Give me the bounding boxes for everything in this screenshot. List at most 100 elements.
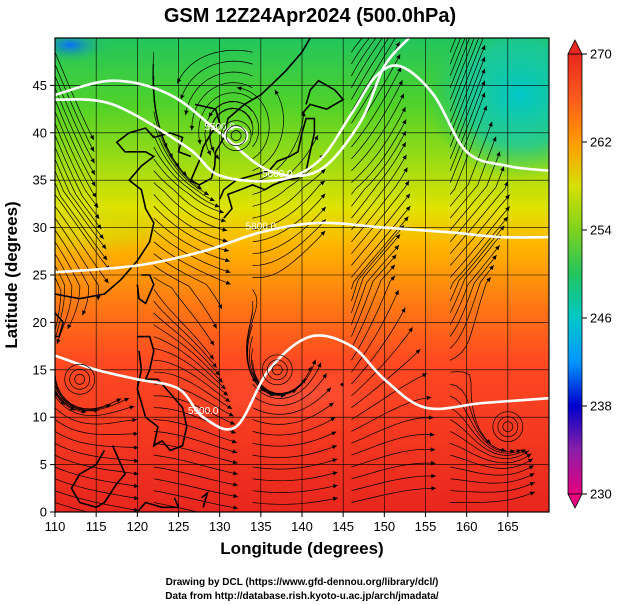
vortex-ring [220,120,252,151]
streamline-arrow [96,224,102,230]
x-axis-label: Longitude (degrees) [220,539,383,558]
streamline-arrow [105,404,111,409]
streamline [153,194,228,242]
streamline-arrow [401,142,406,148]
streamline [55,123,99,209]
streamline [351,106,406,183]
streamline-arrow [320,193,326,199]
coastline [70,445,126,509]
streamline-arrow [399,0,403,3]
streamline [252,387,332,415]
streamline-arrow [90,158,95,164]
streamline-arrow [483,105,488,111]
colorbar-body [567,53,583,495]
streamline-arrow [317,362,322,368]
streamline-arrow [431,486,436,491]
vortex-ring [266,359,288,381]
streamline [351,244,400,325]
streamline-arrow [237,86,242,91]
colorbar-tick-label: 246 [590,311,612,326]
streamline [450,454,534,469]
streamline [351,205,411,278]
streamline [449,56,486,148]
y-tick-label: 5 [40,457,47,472]
streamline-arrow [93,202,99,208]
streamline [351,275,396,361]
streamline [449,254,497,337]
streamline [55,277,62,333]
streamline-arrow [482,0,486,3]
streamline-arrow [301,378,306,384]
streamline-arrow [203,190,209,196]
streamline-arrow [396,30,400,35]
streamline-arrow [50,354,54,359]
streamline-arrow [93,408,99,413]
streamline [153,241,231,285]
streamline [351,66,402,148]
streamline-arrow [510,449,515,454]
streamline-arrow [404,180,409,186]
streamline-arrow [163,143,168,149]
streamline-arrow [481,80,486,86]
vortex-ring [271,364,283,376]
x-tick-label: 165 [497,519,519,534]
colorbar-tick-label: 262 [590,135,612,150]
streamline [153,359,231,403]
streamline-arrow [401,307,406,313]
streamline-arrow [280,393,286,398]
streamline-arrow [269,392,275,397]
coastline [136,335,188,452]
streamline-arrow [225,280,231,285]
streamline [153,146,220,208]
streamline [252,230,326,278]
streamline [351,225,405,302]
streamline [204,101,253,156]
streamline-arrow [408,327,413,333]
streamline [449,264,494,349]
streamline-arrow [395,41,400,47]
streamline-arrow [391,254,397,260]
streamline-arrow [217,304,222,310]
streamline [55,63,95,152]
streamline-arrow [102,255,108,261]
streamline [449,206,510,278]
streamline [351,38,390,100]
streamline [351,462,436,480]
streamline [351,327,413,397]
streamline-arrow [67,324,72,329]
streamline-arrow [330,417,336,422]
streamline [351,80,403,160]
streamline-arrow [224,247,229,253]
streamline [449,38,480,112]
streamline [450,431,530,459]
streamline-arrow [390,276,395,281]
streamline [449,234,502,314]
streamline-arrow [526,453,532,458]
streamline-arrow [81,409,87,414]
streamline [449,80,486,171]
streamline-arrow [489,265,494,271]
streamline-arrow [101,244,107,250]
streamline-arrow [209,197,215,201]
streamline [351,434,435,456]
streamline [55,419,139,435]
x-tick-label: 155 [415,519,437,534]
streamline [351,38,377,77]
streamline [351,307,406,385]
streamline-arrow [232,471,238,476]
streamline [449,38,475,100]
streamline-arrow [503,216,508,222]
streamline [449,245,500,325]
plot-area: 5500.0 5600.0 5800.0 5900.0 [50,0,549,512]
streamline-arrow [218,209,224,214]
streamline [153,265,218,329]
streamline [153,395,236,425]
streamline-arrow [209,340,215,346]
y-tick-label: 10 [33,410,47,425]
x-tick-label: 140 [291,519,313,534]
streamline [153,170,226,222]
streamline-arrow [232,459,238,465]
streamline-arrow [332,484,338,489]
streamline [153,371,233,410]
